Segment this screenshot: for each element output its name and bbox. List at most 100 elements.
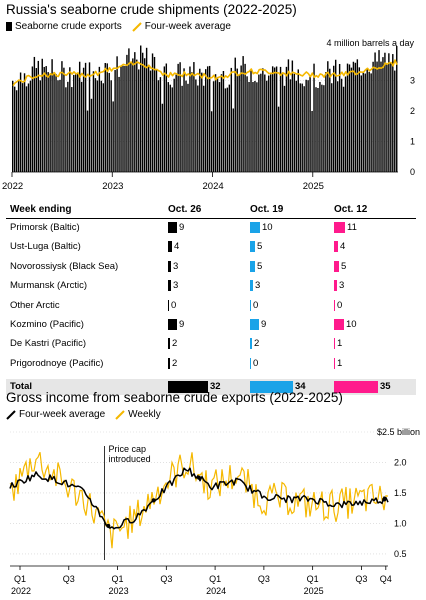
export-bar	[102, 83, 105, 172]
export-bar	[277, 106, 280, 172]
export-bar	[53, 72, 55, 172]
value-bar	[168, 280, 171, 292]
export-bar	[360, 75, 362, 172]
export-bar	[132, 58, 134, 172]
export-bar	[183, 68, 185, 172]
export-bar	[179, 62, 181, 172]
x-tick-label: Q1	[209, 574, 221, 584]
export-bar	[130, 62, 132, 172]
export-bar	[86, 110, 89, 172]
y-unit-label: 4 million barrels a day	[326, 38, 414, 48]
export-bar	[372, 61, 374, 172]
header-divider	[6, 218, 416, 219]
export-bar	[212, 81, 215, 172]
legend-item-weekly: Weekly	[115, 409, 161, 420]
export-bar	[303, 86, 305, 172]
x-tick-label: Q1	[112, 574, 124, 584]
export-bar	[151, 53, 154, 173]
export-bar	[350, 67, 353, 172]
export-bar	[346, 63, 349, 172]
export-bar	[171, 87, 173, 172]
y-unit-label: $2.5 billion	[377, 427, 420, 437]
export-bar	[149, 70, 152, 172]
legend-label-exports: Seaborne crude exports	[15, 21, 122, 32]
value-bar	[334, 357, 335, 369]
export-bar	[17, 80, 20, 172]
export-bar	[273, 67, 276, 172]
black-line-swatch-icon	[6, 409, 16, 420]
export-bar	[13, 86, 16, 172]
export-bar	[92, 71, 95, 172]
cell-value: 2	[254, 338, 260, 350]
export-bar	[45, 66, 47, 172]
export-bar	[71, 87, 73, 172]
value-bar	[250, 241, 255, 253]
export-bar	[122, 65, 124, 172]
export-bar	[325, 72, 327, 172]
export-bar	[73, 74, 75, 172]
row-label: Primorsk (Baltic)	[10, 222, 80, 233]
export-bar	[285, 66, 288, 172]
export-bar	[76, 73, 79, 172]
export-bar	[240, 65, 242, 172]
export-bar	[61, 61, 63, 172]
export-bar	[159, 77, 162, 172]
export-bar	[356, 59, 359, 172]
export-bar	[340, 78, 343, 172]
export-bar	[392, 54, 394, 172]
cell-value: 35	[380, 381, 391, 393]
export-bar	[118, 76, 120, 172]
export-bar	[29, 80, 32, 172]
export-bar	[90, 98, 93, 172]
export-bar	[96, 80, 99, 172]
export-bar	[394, 70, 396, 172]
export-bar	[297, 69, 299, 172]
export-bar	[366, 68, 368, 172]
export-bar	[114, 70, 116, 172]
yellow-line-swatch-icon	[115, 409, 125, 420]
average-point	[382, 497, 387, 502]
export-bar	[344, 76, 347, 172]
bottom-chart-legend: Four-week average Weekly	[6, 409, 171, 420]
value-bar	[168, 260, 171, 272]
cell-value: 1	[337, 357, 343, 369]
export-bar	[169, 84, 171, 172]
export-bar	[228, 84, 231, 172]
export-bar	[287, 59, 290, 172]
export-bar	[199, 68, 201, 172]
export-bar	[82, 67, 85, 172]
value-bar	[334, 260, 339, 272]
export-bar	[309, 76, 311, 172]
export-bar	[161, 103, 164, 172]
export-bar	[94, 78, 97, 172]
export-bar	[136, 59, 138, 172]
x-tick-label: Q3	[258, 574, 270, 584]
export-bar	[368, 71, 370, 172]
cell-value: 3	[173, 260, 179, 272]
export-bar	[329, 68, 331, 172]
row-label: Ust-Luga (Baltic)	[10, 241, 81, 253]
export-bar	[21, 83, 24, 172]
total-row-bg	[6, 379, 416, 396]
value-bar	[250, 338, 252, 350]
export-bar	[382, 57, 384, 172]
row-label: Kozmino (Pacific)	[10, 319, 84, 330]
export-bar	[147, 64, 150, 172]
export-bar	[23, 73, 26, 172]
export-bar	[305, 79, 307, 172]
export-bar	[358, 67, 361, 172]
export-bar	[84, 62, 87, 172]
export-bar	[126, 54, 128, 172]
cell-value: 4	[174, 241, 180, 253]
cell-value: 0	[253, 357, 259, 369]
x-year-label: 2025	[304, 586, 324, 596]
export-bar	[208, 65, 211, 172]
export-bar	[195, 79, 197, 172]
export-bar	[153, 56, 156, 173]
export-bar	[189, 66, 191, 172]
export-bar	[388, 53, 390, 172]
export-bar	[271, 66, 274, 172]
cell-value: 34	[295, 381, 306, 393]
export-bar	[15, 90, 18, 172]
export-bar	[110, 80, 112, 172]
